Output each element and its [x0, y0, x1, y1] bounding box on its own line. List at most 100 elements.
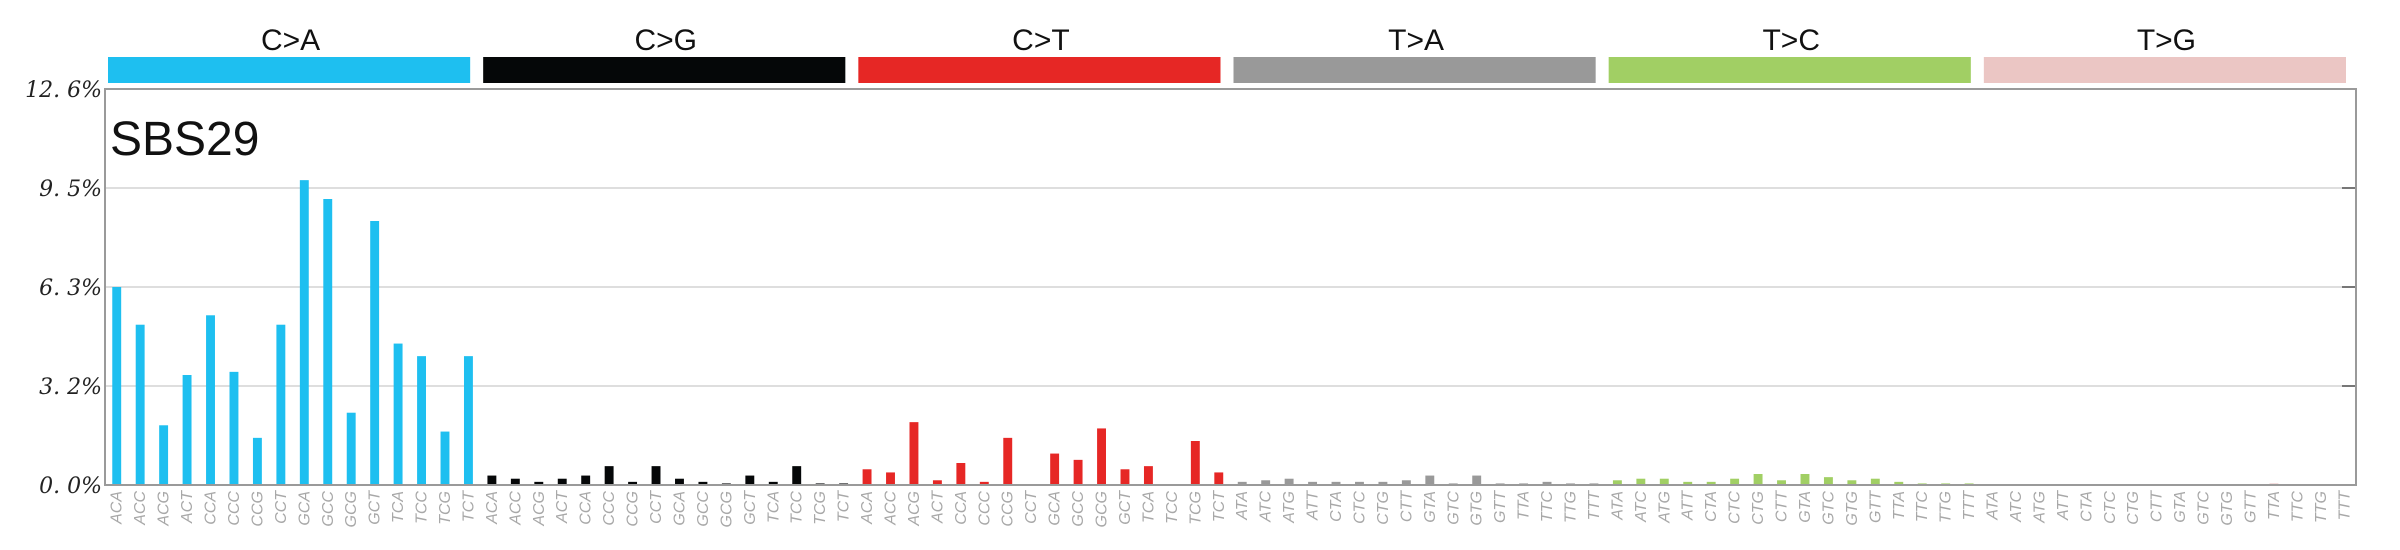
x-tick-label: ACA — [859, 491, 876, 525]
x-tick-label: ACG — [156, 491, 173, 527]
bar — [1378, 481, 1388, 485]
x-tick-label: CTA — [1703, 491, 1720, 522]
x-tick-label: TCA — [765, 491, 782, 523]
grid-lines — [105, 187, 2356, 387]
x-tick-label: ATG — [1281, 491, 1298, 524]
x-tick-label: CCC — [976, 491, 993, 526]
bar — [792, 466, 802, 485]
bar — [628, 481, 638, 485]
x-tick-label: GTT — [1867, 490, 1884, 523]
x-tick-label: TCA — [390, 491, 407, 523]
x-tick-label: ACA — [484, 491, 501, 525]
x-tick-label: GTC — [2196, 491, 2213, 525]
bar — [206, 315, 215, 485]
x-tick-label: ATC — [2008, 491, 2025, 523]
x-tick-label: GCT — [367, 490, 384, 525]
bar — [299, 180, 309, 485]
x-tick-label: ACC — [132, 491, 149, 526]
bar — [323, 199, 333, 485]
y-tick-label: 9. 5% — [39, 177, 102, 202]
y-tick-label: 6. 3% — [39, 276, 102, 301]
x-tick-label: ATT — [2055, 490, 2072, 521]
x-tick-label: ACA — [109, 491, 126, 525]
mutation-group-headers: C>A C>G C>T T>A T>C T>G — [108, 24, 2346, 83]
x-tick-label: TCG — [1187, 491, 1204, 525]
bar — [370, 221, 380, 485]
x-axis-tick-labels: ACA ACC ACG ACT CCA CCC CCG CCT GCA GCC GCG GCT TCA T… — [109, 490, 2354, 528]
bar — [1425, 475, 1435, 485]
x-tick-label: TTC — [1539, 491, 1556, 523]
group-header-label: C>A — [261, 24, 320, 57]
y-tick-label: 3. 2% — [39, 375, 102, 400]
bar — [463, 356, 473, 485]
bar — [956, 463, 966, 485]
x-tick-label: TCG — [437, 491, 454, 525]
x-tick-label: CTC — [1351, 491, 1368, 524]
x-tick-label: TTG — [1562, 491, 1579, 523]
bar — [1143, 466, 1153, 485]
x-tick-label: GCA — [1047, 491, 1064, 526]
bar — [1894, 481, 1904, 485]
bar — [1214, 472, 1224, 485]
x-tick-label: GCG — [1094, 491, 1111, 527]
x-tick-label: TCC — [789, 491, 806, 524]
x-tick-label: ATC — [1258, 491, 1275, 523]
x-tick-label: TTG — [2313, 491, 2330, 523]
x-tick-label: GTT — [1492, 490, 1509, 523]
x-tick-label: CTT — [1398, 490, 1415, 522]
bar — [1003, 437, 1013, 485]
bar — [1190, 441, 1200, 485]
x-tick-label: CTG — [1375, 491, 1392, 525]
y-tick-label: 12. 6% — [25, 78, 102, 103]
bar — [1730, 478, 1740, 485]
bar — [1401, 480, 1411, 485]
x-tick-label: CCT — [648, 490, 665, 524]
bar — [1823, 477, 1833, 485]
x-tick-label: CTT — [1774, 490, 1791, 522]
x-tick-label: GTT — [2242, 490, 2259, 523]
bar — [276, 324, 286, 485]
bar — [651, 466, 661, 485]
bar — [1355, 481, 1364, 485]
x-tick-label: GCA — [296, 491, 313, 526]
x-tick-label: TCT — [1211, 490, 1228, 522]
x-tick-label: ACC — [507, 491, 524, 526]
bar — [440, 431, 450, 485]
bar — [1777, 480, 1786, 485]
group-header-bar — [1233, 57, 1596, 83]
x-tick-label: TTC — [2289, 491, 2306, 523]
x-tick-label: ACG — [531, 491, 548, 527]
x-tick-label: CCT — [1023, 490, 1040, 524]
x-tick-label: CCG — [1000, 491, 1017, 527]
bar — [698, 481, 708, 485]
x-tick-label: CTA — [1328, 491, 1345, 522]
x-tick-label: CCA — [203, 491, 220, 525]
group-header-bar — [483, 57, 846, 83]
bar — [159, 425, 169, 485]
x-tick-label: GTA — [1422, 491, 1439, 523]
x-tick-label: TCT — [460, 490, 477, 522]
bar — [1261, 480, 1271, 485]
x-tick-label: GCG — [718, 491, 735, 527]
x-tick-label: GTG — [1469, 491, 1486, 526]
bar — [909, 422, 919, 485]
bar — [112, 287, 122, 485]
x-tick-label: ACT — [929, 490, 946, 524]
x-tick-label: CTA — [2078, 491, 2095, 522]
bar — [487, 475, 497, 485]
x-tick-label: GTG — [2219, 491, 2236, 526]
x-tick-label: CCA — [953, 491, 970, 525]
bar — [1612, 480, 1622, 485]
bar — [135, 324, 145, 485]
x-tick-label: ACT — [179, 490, 196, 524]
x-tick-label: TTT — [1961, 490, 1978, 521]
bar — [886, 472, 895, 485]
x-tick-label: GTC — [1820, 491, 1837, 525]
x-tick-label: ATG — [1656, 491, 1673, 524]
y-tick-label: 0. 0% — [39, 474, 102, 499]
bar — [417, 356, 427, 485]
x-tick-label: TCT — [836, 490, 853, 522]
x-tick-label: CCG — [249, 491, 266, 527]
bar — [1753, 474, 1763, 485]
x-tick-label: TTG — [1938, 491, 1955, 523]
